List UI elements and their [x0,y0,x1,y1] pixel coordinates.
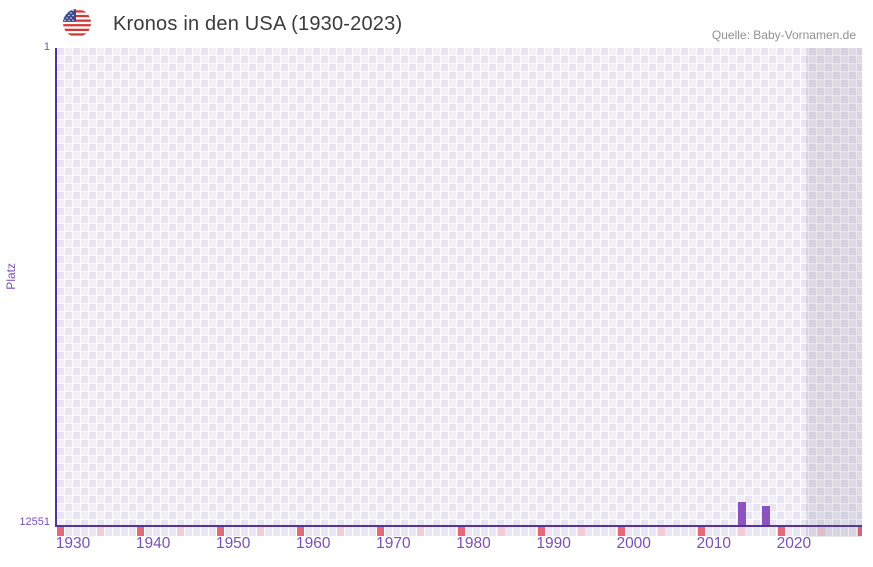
half-decade-mark-2005 [657,527,665,536]
x-tick-label-1980: 1980 [456,535,491,552]
decade-mark-1980 [457,527,465,536]
x-axis-labels: 1930 1940 1950 1960 1970 1980 1990 2000 2010 2020 [55,535,862,557]
us-flag-icon [63,9,91,37]
decade-mark-1970 [377,527,385,536]
source-credit: Quelle: Baby-Vornamen.de [711,28,856,42]
x-tick-label-1990: 1990 [536,535,571,552]
rank-bar-2015[interactable] [737,502,746,525]
decade-mark-1950 [217,527,225,536]
chart-title: Kronos in den USA (1930-2023) [113,13,403,35]
half-decade-mark-1975 [417,527,425,536]
y-tick-worst-rank: 12551 [19,516,50,528]
y-axis-title: Platz [4,263,18,290]
x-tick-label-2010: 2010 [696,535,732,552]
x-tick-label-1970: 1970 [376,535,411,552]
x-axis-strip [57,527,862,536]
x-tick-label-2000: 2000 [616,535,651,552]
x-tick-label-1930: 1930 [55,535,91,552]
plot-area[interactable] [57,48,862,525]
decade-mark-1940 [137,527,145,536]
half-decade-mark-1965 [337,527,345,536]
decade-mark-2020 [777,527,785,536]
half-decade-mark-1935 [97,527,104,536]
half-decade-mark-1955 [257,527,265,536]
x-tick-label-2020: 2020 [776,535,812,552]
y-tick-best-rank: 1 [43,41,50,53]
decade-mark-1990 [537,527,545,536]
y-axis-line [55,48,57,527]
decade-mark-2030 [858,527,862,536]
half-decade-mark-2015 [737,527,745,536]
x-axis-line [55,525,862,527]
half-decade-mark-2025 [817,527,825,536]
x-tick-label-1940: 1940 [135,535,171,552]
decade-mark-1960 [297,527,305,536]
x-tick-label-1950: 1950 [215,535,251,552]
decade-mark-2000 [617,527,625,536]
x-tick-label-1960: 1960 [296,535,331,552]
decade-mark-1930 [57,527,64,536]
half-decade-mark-1985 [497,527,505,536]
rank-bar-2018[interactable] [761,506,770,525]
half-decade-mark-1995 [577,527,585,536]
half-decade-mark-1945 [177,527,185,536]
decade-mark-2010 [697,527,705,536]
